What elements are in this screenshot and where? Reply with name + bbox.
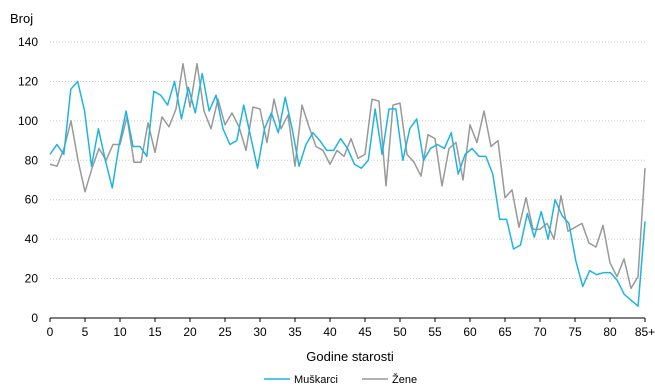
- x-tick-label-50: 50: [393, 325, 407, 339]
- y-tick-label-0: 0: [31, 311, 38, 325]
- x-tick-label-60: 60: [463, 325, 477, 339]
- x-tick-label-5: 5: [82, 325, 89, 339]
- x-tick-label-25: 25: [218, 325, 232, 339]
- legend: Muškarci Žene: [264, 373, 417, 386]
- series-line-zene: [49, 62, 646, 290]
- x-tick-label-80: 80: [603, 325, 617, 339]
- x-tick-label-15: 15: [148, 325, 162, 339]
- x-tick-labels: 0 5 10 15 20 25 30 35 40 45 50 55 60 65 70 75 80 85+: [47, 318, 655, 339]
- series-lines: [49, 62, 646, 307]
- x-tick-label-30: 30: [253, 325, 267, 339]
- x-tick-label-75: 75: [568, 325, 582, 339]
- y-tick-label-40: 40: [25, 232, 39, 246]
- x-tick-label-20: 20: [183, 325, 197, 339]
- x-tick-label-55: 55: [428, 325, 442, 339]
- y-tick-label-60: 60: [25, 193, 39, 207]
- y-tick-label-120: 120: [18, 74, 38, 88]
- x-tick-label-65: 65: [498, 325, 512, 339]
- legend-label-zene: Žene: [392, 373, 417, 386]
- y-axis-title: Broj: [10, 11, 33, 26]
- x-tick-label-0: 0: [47, 325, 54, 339]
- legend-label-muskarci: Muškarci: [294, 374, 338, 386]
- x-tick-label-70: 70: [533, 325, 547, 339]
- x-axis-title: Godine starosti: [306, 349, 394, 364]
- y-tick-label-140: 140: [18, 35, 38, 49]
- y-tick-label-20: 20: [25, 272, 39, 286]
- y-tick-labels: 0 20 40 60 80 100 120 140: [18, 35, 38, 325]
- x-tick-label-45: 45: [358, 325, 372, 339]
- y-tick-label-100: 100: [18, 114, 38, 128]
- x-tick-label-10: 10: [113, 325, 127, 339]
- gridlines: [50, 41, 645, 280]
- x-tick-label-40: 40: [323, 325, 337, 339]
- y-tick-label-80: 80: [25, 153, 39, 167]
- x-tick-label-35: 35: [288, 325, 302, 339]
- series-line-muskarci: [49, 72, 646, 307]
- x-tick-label-85: 85+: [635, 325, 655, 339]
